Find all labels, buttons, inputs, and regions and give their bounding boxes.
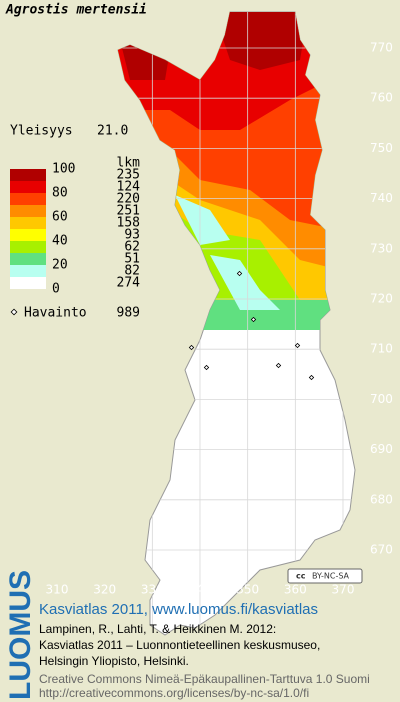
y-tick-label: 740 (370, 191, 393, 205)
x-tick-label: 350 (236, 583, 259, 597)
citation-line: Kasviatlas 2011 – Luonnontieteellinen ke… (39, 638, 320, 652)
frequency-label: Yleisyys (10, 124, 73, 139)
legend-count: 274 (117, 276, 141, 291)
legend-count: 124 (117, 180, 141, 195)
axes: 310 320 330 340 350 360 370 670 680 690 700 710 720 7… (46, 41, 393, 597)
legend-swatch (10, 181, 46, 193)
legend-swatch (10, 277, 46, 289)
legend-count: 93 (124, 228, 140, 243)
legend-swatch (10, 229, 46, 241)
area (210, 255, 280, 310)
legend-count: 220 (117, 192, 140, 207)
legend-tick-label: 80 (52, 186, 68, 201)
license-badge-text: BY-NC-SA (312, 572, 350, 581)
observation-marker (308, 374, 315, 381)
license-line: http://creativecommons.org/licenses/by-n… (39, 686, 309, 700)
legend-swatch (10, 265, 46, 277)
y-tick-label: 730 (370, 241, 393, 255)
observation-marker (188, 344, 195, 351)
observation-count: 989 (117, 306, 140, 321)
legend-count: 158 (117, 216, 140, 231)
y-tick-label: 710 (370, 342, 393, 356)
logo: LUOMUS (4, 570, 37, 700)
legend-count: 235 (117, 168, 140, 183)
license-badge (287, 568, 363, 584)
y-tick-label: 680 (370, 492, 393, 506)
y-tick-label: 720 (370, 292, 393, 306)
y-tick-label: 760 (370, 91, 393, 105)
legend-tick-label: 60 (52, 210, 68, 225)
x-tick-label: 320 (93, 583, 116, 597)
legend-swatch (10, 205, 46, 217)
legend-tick-label: 40 (52, 234, 68, 249)
legend-swatch (10, 241, 46, 253)
legend-tick-label: 20 (52, 258, 68, 273)
y-tick-label: 690 (370, 442, 393, 456)
x-tick-label: 340 (189, 583, 212, 597)
observation-marker (203, 364, 210, 371)
footer-heading: Kasviatlas 2011, www.luomus.fi/kasviatla… (39, 601, 318, 618)
count-header: lkm (117, 156, 141, 171)
area (175, 195, 230, 245)
license-line: Creative Commons Nimeä-Epäkaupallinen-Ta… (39, 672, 370, 686)
legend-count: 251 (117, 204, 140, 219)
area (210, 12, 310, 70)
cc-icon: cc (296, 572, 306, 581)
legend-tick-label: 0 (52, 282, 60, 297)
observation-marker (275, 362, 282, 369)
legend-count: 51 (124, 252, 140, 267)
legend-swatch (10, 253, 46, 265)
y-tick-label: 700 (370, 392, 393, 406)
y-tick-label: 770 (370, 41, 393, 55)
observation-marker (250, 316, 257, 323)
y-tick-label: 750 (370, 141, 393, 155)
x-tick-label: 310 (46, 583, 69, 597)
x-tick-label: 370 (332, 583, 355, 597)
legend-count: 62 (124, 240, 140, 255)
species-title: Agrostis mertensii (5, 3, 147, 18)
legend-swatch (10, 217, 46, 229)
observation-marker (294, 342, 301, 349)
observation-label: Havainto (24, 306, 87, 321)
x-tick-label: 330 (141, 583, 164, 597)
citation-line: Lampinen, R., Lahti, T. & Heikkinen M. 2… (39, 622, 276, 636)
legend-tick-label: 100 (52, 162, 75, 177)
x-tick-label: 360 (284, 583, 307, 597)
legend-count: 82 (124, 264, 140, 279)
observation-markers (188, 270, 315, 381)
y-tick-label: 670 (370, 543, 393, 557)
observation-marker (236, 270, 243, 277)
citation-line: Helsingin Yliopisto, Helsinki. (39, 654, 189, 668)
legend-swatch (10, 169, 46, 181)
observation-symbol (10, 308, 18, 316)
legend-swatch (10, 193, 46, 205)
frequency-value: 21.0 (97, 124, 128, 139)
